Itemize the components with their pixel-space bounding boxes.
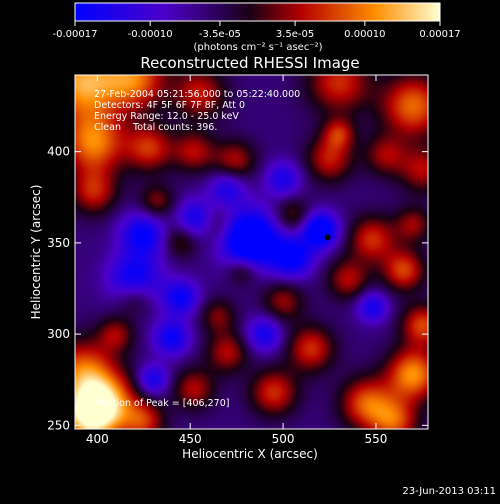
peak-position-label: Position of Peak = [406,270] <box>94 398 229 409</box>
x-tick-label: 400 <box>86 432 109 446</box>
axis-ticks: 400 450 500 550 250 300 350 400 <box>47 75 428 446</box>
colorbar-tick-label: 0.00017 <box>419 29 460 40</box>
y-tick-label: 250 <box>47 418 70 432</box>
annotation-energy: Energy Range: 12.0 - 25.0 keV <box>94 111 239 122</box>
annotation-counts: Clean Total counts: 396. <box>94 122 217 133</box>
colorbar-tick-label: 0.00010 <box>344 29 385 40</box>
x-tick-label: 450 <box>179 432 202 446</box>
peak-marker <box>324 234 331 241</box>
y-tick-label: 350 <box>47 236 70 250</box>
annotation-time: 27-Feb-2004 05:21:56.000 to 05:22:40.000 <box>94 89 300 100</box>
x-tick-label: 550 <box>365 432 388 446</box>
y-tick-label: 400 <box>47 145 70 159</box>
colorbar-ticks: -0.00017 -0.00010 -3.5e-05 3.5e-05 0.00010 0.… <box>53 21 461 40</box>
colorbar-tick-label: 3.5e-05 <box>276 29 314 40</box>
colorbar-unit: (photons cm⁻² s⁻¹ asec⁻²) <box>193 42 322 53</box>
colorbar-tick-label: -0.00017 <box>53 29 98 40</box>
x-tick-label: 500 <box>272 432 295 446</box>
footer-date: 23-Jun-2013 03:11 <box>402 486 496 497</box>
annotations: 27-Feb-2004 05:21:56.000 to 05:22:40.000… <box>94 89 300 133</box>
annotation-detectors: Detectors: 4F 5F 6F 7F 8F, Att 0 <box>94 100 245 111</box>
x-axis-label: Heliocentric X (arcsec) <box>182 447 318 461</box>
image-area <box>75 75 428 429</box>
colorbar-tick-label: -3.5e-05 <box>199 29 241 40</box>
colorbar <box>74 2 441 22</box>
y-axis-label: Heliocentric Y (arcsec) <box>29 185 43 320</box>
chart-title: Reconstructed RHESSI Image <box>140 54 359 72</box>
heatmap-image <box>75 75 428 429</box>
plot-frame <box>74 74 429 430</box>
y-tick-label: 300 <box>47 327 70 341</box>
colorbar-tick-label: -0.00010 <box>128 29 173 40</box>
